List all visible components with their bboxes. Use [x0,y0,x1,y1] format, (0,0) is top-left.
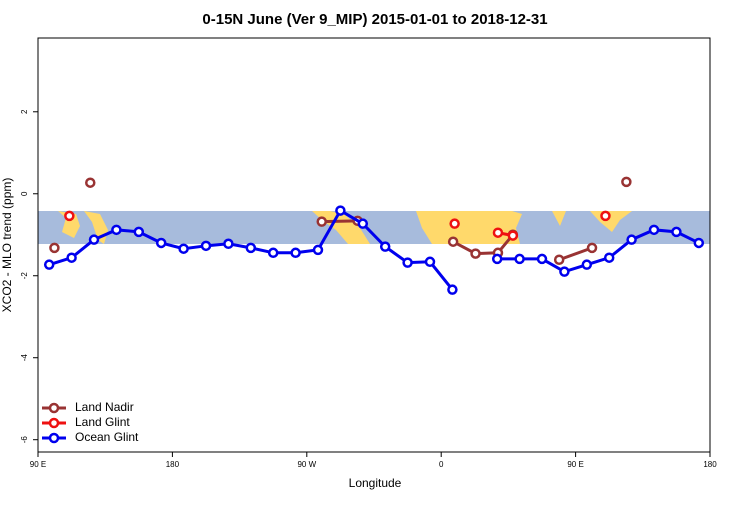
point [492,227,504,238]
x-tick-label: 180 [703,460,717,469]
x-tick-label: 0 [439,460,444,469]
point [553,254,565,266]
y-tick-label: -6 [20,436,29,444]
point [290,247,301,259]
point [621,176,632,188]
point [85,177,96,188]
point [449,218,460,229]
point [693,237,705,249]
y-tick-label: -2 [20,272,29,280]
point [424,256,436,268]
point [316,216,327,227]
point [49,242,60,254]
x-tick-label: 90 E [567,460,583,469]
point [64,210,75,222]
point [586,242,598,254]
point [155,237,167,249]
point [379,241,391,252]
point [66,252,77,263]
point [648,224,660,236]
y-axis-label: XCO2 - MLO trend (ppm) [0,178,14,313]
point [223,238,234,250]
point [559,266,570,277]
point [507,230,519,241]
point [603,252,615,263]
point [491,253,503,265]
chart-title: 0-15N June (Ver 9_MIP) 2015-01-01 to 201… [202,11,547,28]
point [581,259,593,270]
point [43,259,55,270]
legend-label: Land Nadir [75,400,134,414]
point [447,284,458,295]
point [88,234,100,245]
y-tick-label: 2 [20,109,29,114]
x-tick-label: 180 [166,460,180,469]
point [133,226,145,238]
x-tick-label: 90 E [30,460,46,469]
point [671,226,682,238]
plot-frame [37,37,711,453]
point [267,247,279,259]
point [335,205,346,216]
legend-marker [48,417,60,429]
legend-marker [48,402,60,414]
point [600,210,611,222]
y-tick-label: -4 [20,354,29,362]
point [626,234,637,245]
point [357,218,369,229]
point [447,236,459,247]
legend-marker [48,432,60,444]
point [402,257,413,268]
legend-label: Land Glint [75,415,130,429]
point [178,243,189,254]
point [312,244,324,256]
x-axis-label: Longitude [349,476,402,490]
y-tick-label: 0 [20,191,29,196]
point [470,248,481,259]
x-tick-label: 90 W [297,460,316,469]
point [111,224,122,236]
point [245,242,257,254]
point [536,253,548,265]
point [514,253,525,265]
legend-label: Ocean Glint [75,430,139,444]
point [200,240,212,252]
